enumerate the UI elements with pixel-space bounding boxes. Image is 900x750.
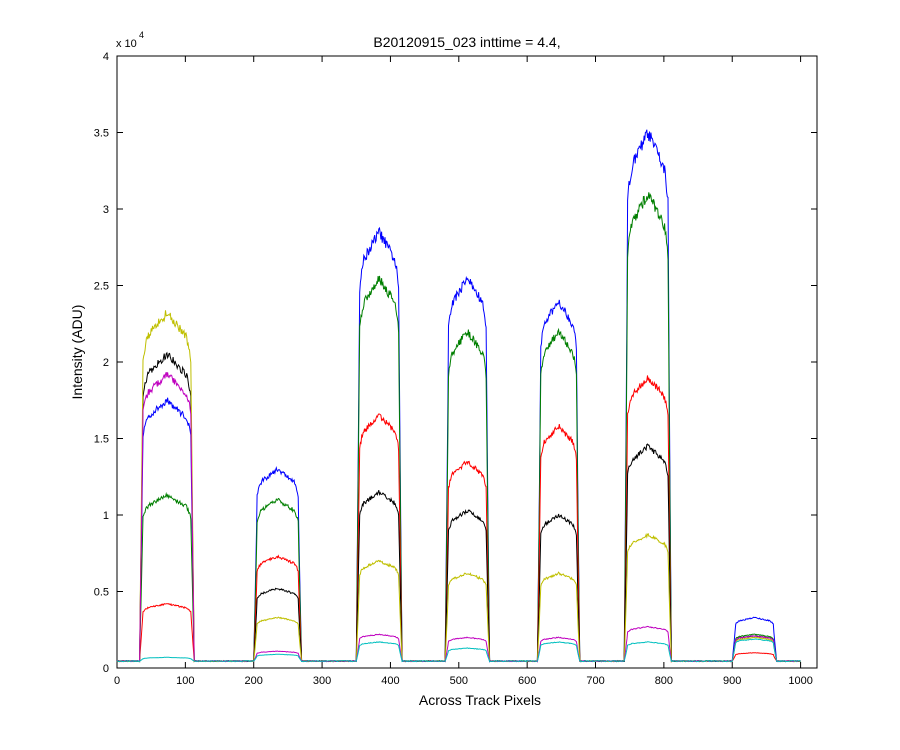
y-tick-label: 4 (103, 51, 109, 63)
x-tick-label: 800 (655, 675, 673, 687)
y-exponent-power: 4 (139, 30, 144, 40)
x-tick-label: 900 (723, 675, 741, 687)
y-tick-label: 0 (103, 663, 109, 675)
chart-title: B20120915_023 inttime = 4.4, (373, 34, 560, 50)
x-axis: 0 100 200 300 400 500 600 700 800 900 1000 (114, 56, 813, 687)
x-tick-label: 500 (450, 675, 468, 687)
x-tick-label: 400 (381, 675, 399, 687)
y-axis-label: Intensity (ADU) (69, 305, 85, 400)
x-tick-label: 1000 (788, 675, 812, 687)
x-tick-label: 700 (586, 675, 604, 687)
x-tick-label: 200 (245, 675, 263, 687)
y-axis: 0 0.5 1 1.5 2 2.5 3 3.5 4 (94, 51, 817, 675)
x-tick-label: 600 (518, 675, 536, 687)
x-axis-label: Across Track Pixels (419, 692, 541, 708)
x-tick-label: 300 (313, 675, 331, 687)
y-tick-label: 0.5 (94, 587, 109, 599)
x-tick-label: 0 (114, 675, 120, 687)
y-exponent-label: x 10 (116, 38, 137, 50)
x-tick-label: 100 (176, 675, 194, 687)
y-tick-label: 2 (103, 357, 109, 369)
y-tick-label: 3.5 (94, 128, 109, 140)
series-layer (116, 129, 801, 663)
series-line-7 (116, 638, 801, 663)
y-tick-label: 2.5 (94, 281, 109, 293)
y-tick-label: 1 (103, 510, 109, 522)
y-tick-label: 3 (103, 204, 109, 216)
y-tick-label: 1.5 (94, 434, 109, 446)
plot-area (116, 55, 818, 669)
